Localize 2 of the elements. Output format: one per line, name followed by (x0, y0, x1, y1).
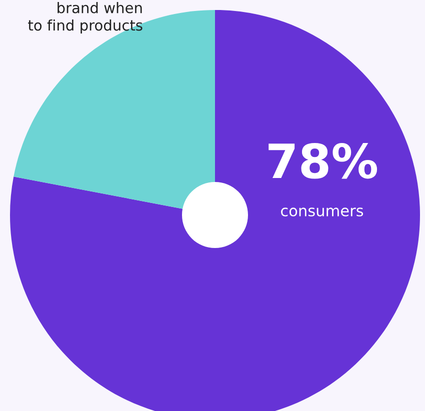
text: consumers (281, 208, 364, 216)
data-label: 78% (268, 142, 378, 179)
